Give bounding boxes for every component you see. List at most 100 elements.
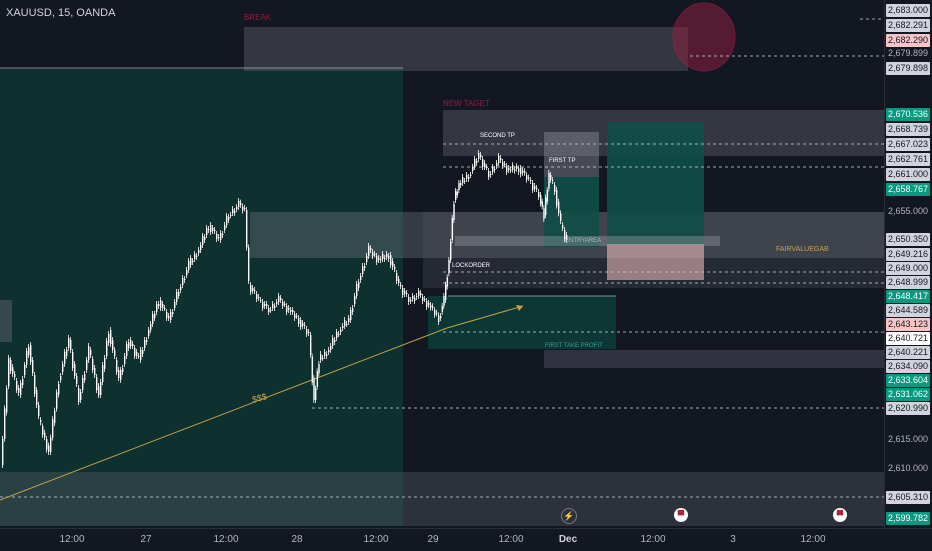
candle-body xyxy=(316,371,319,387)
top-gray-zone xyxy=(244,27,688,71)
candle-body xyxy=(220,233,222,240)
candle-body xyxy=(194,254,196,259)
candle-body xyxy=(540,195,542,204)
candle-body xyxy=(382,254,384,259)
candle-body xyxy=(418,291,420,296)
candle-body xyxy=(98,386,100,395)
candle-body xyxy=(404,291,406,294)
candle-body xyxy=(172,312,174,314)
candle-body xyxy=(502,162,504,166)
candle-body xyxy=(416,296,418,297)
candle-body xyxy=(108,334,110,343)
candle-body xyxy=(162,304,164,308)
candle-body xyxy=(276,302,278,304)
lightning-icon[interactable]: ⚡ xyxy=(561,508,577,524)
candle-body xyxy=(432,306,434,308)
candle-body xyxy=(168,316,170,318)
price-chart[interactable] xyxy=(0,0,884,528)
candle-body xyxy=(64,352,66,364)
candle-body xyxy=(302,323,304,326)
candle-body xyxy=(204,237,206,240)
candle-body xyxy=(38,405,40,416)
price-label: 2,679.899 xyxy=(887,48,929,58)
candle-body xyxy=(88,346,90,360)
candle-body xyxy=(150,324,152,330)
candle-body xyxy=(500,158,502,160)
us-flag-icon[interactable]: ▀ xyxy=(833,508,847,522)
chart-area[interactable]: XAUUSD, 15, OANDA BREAK NEW TAGET SECOND… xyxy=(0,0,884,528)
candle-body xyxy=(178,292,180,296)
candle-body xyxy=(408,297,410,302)
candle-body xyxy=(320,354,322,360)
candle-body xyxy=(28,347,30,355)
candle-body xyxy=(222,234,224,235)
candle-body xyxy=(472,167,474,171)
candle-body xyxy=(210,225,212,232)
candle-body xyxy=(170,312,172,320)
candle-body xyxy=(311,356,314,383)
label-second-tp: SECOND TP xyxy=(480,133,515,139)
candle-body xyxy=(218,237,220,238)
candle-body xyxy=(514,169,516,171)
candle-body xyxy=(70,340,72,350)
candle-body xyxy=(270,310,272,311)
candle-body xyxy=(543,208,545,219)
candle-body xyxy=(434,310,436,315)
candle-body xyxy=(338,334,340,335)
price-label: 2,661.000 xyxy=(886,168,930,181)
candle-body xyxy=(532,183,534,190)
candle-body xyxy=(256,294,258,299)
candle-body xyxy=(68,338,70,348)
candle-body xyxy=(510,169,512,171)
time-label: 3 xyxy=(730,534,736,545)
candle-body xyxy=(184,279,186,280)
candle-body xyxy=(296,316,298,317)
candle-body xyxy=(298,318,300,324)
candle-body xyxy=(516,166,518,169)
candle-body xyxy=(198,250,200,253)
candle-body xyxy=(350,310,352,320)
candle-body xyxy=(313,378,315,400)
price-label: 2,649.216 xyxy=(886,248,930,261)
us-flag-icon[interactable]: ▀ xyxy=(674,508,688,522)
candle-body xyxy=(324,352,326,356)
candle-body xyxy=(102,365,104,382)
price-scale[interactable]: 2,683.000 2,682.291 2,682.290 2,679.899 2,67… xyxy=(884,0,932,528)
candle-body xyxy=(386,254,388,257)
candle-body xyxy=(390,255,392,265)
candle-body xyxy=(332,338,334,346)
candle-body xyxy=(524,171,526,173)
symbol-title[interactable]: XAUUSD, 15, OANDA xyxy=(6,7,116,19)
candle-body xyxy=(26,351,28,365)
candle-body xyxy=(448,260,450,274)
candle-body xyxy=(556,190,558,206)
candle-body xyxy=(118,370,120,378)
candle-body xyxy=(446,277,449,287)
candle-body xyxy=(300,320,302,327)
candle-body xyxy=(445,284,447,300)
candle-body xyxy=(322,358,324,359)
candle-body xyxy=(564,230,566,239)
candle-body xyxy=(50,437,52,452)
candle-body xyxy=(122,368,124,372)
candle-body xyxy=(134,348,136,356)
first-tp-box xyxy=(544,132,599,177)
price-label: 2,605.310 xyxy=(886,491,930,504)
candle-body xyxy=(272,304,274,308)
candle-body xyxy=(306,329,308,334)
time-scale[interactable]: 12:00 27 12:00 28 12:00 29 12:00 Dec 12:00 3 12:00 xyxy=(0,528,932,551)
candle-body xyxy=(330,346,332,350)
candle-body xyxy=(56,392,58,409)
candle-body xyxy=(30,345,32,362)
candle-body xyxy=(136,352,138,356)
price-label: 2,682.291 xyxy=(886,19,930,32)
candle-body xyxy=(182,278,184,285)
entry-green-box xyxy=(544,177,599,247)
candle-body xyxy=(106,341,108,356)
candle-body xyxy=(506,166,508,172)
candle-body xyxy=(144,340,146,348)
candle-body xyxy=(443,296,445,306)
price-label: 2,668.739 xyxy=(886,123,930,136)
candle-body xyxy=(10,360,12,371)
candle-body xyxy=(148,330,150,336)
